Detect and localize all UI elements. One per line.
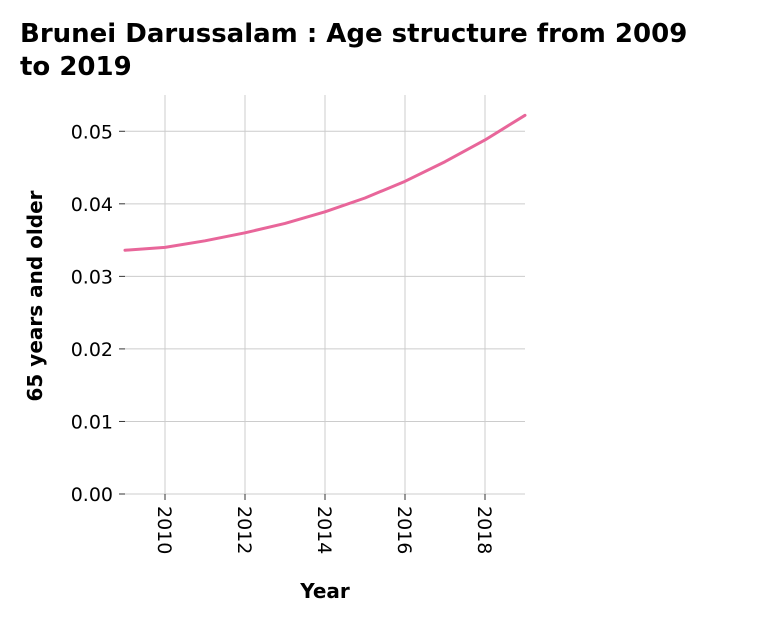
x-tick-label: 2016 (393, 506, 415, 554)
y-tick-label: 0.04 (71, 194, 113, 216)
x-axis-ticks: 2010 2012 2014 2016 2018 (153, 494, 495, 554)
chart-title-line-2: to 2019 (20, 52, 132, 82)
y-tick-label: 0.05 (71, 121, 113, 143)
y-axis-label: 65 years and older (23, 190, 47, 401)
x-tick-label: 2014 (313, 506, 335, 554)
y-tick-label: 0.00 (71, 484, 113, 506)
y-tick-label: 0.02 (71, 339, 113, 361)
x-tick-label: 2012 (233, 506, 255, 554)
x-tick-label: 2018 (473, 506, 495, 554)
x-axis-label: Year (299, 579, 350, 603)
x-gridlines (164, 95, 486, 494)
series-group (123, 113, 527, 252)
series-line (123, 113, 527, 252)
chart-title-line-1: Brunei Darussalam : Age structure from 2… (20, 19, 687, 49)
y-axis-ticks: 0.00 0.01 0.02 0.03 0.04 0.05 (71, 121, 125, 506)
x-tick-label: 2010 (153, 506, 175, 554)
y-tick-label: 0.03 (71, 266, 113, 288)
y-tick-label: 0.01 (71, 411, 113, 433)
